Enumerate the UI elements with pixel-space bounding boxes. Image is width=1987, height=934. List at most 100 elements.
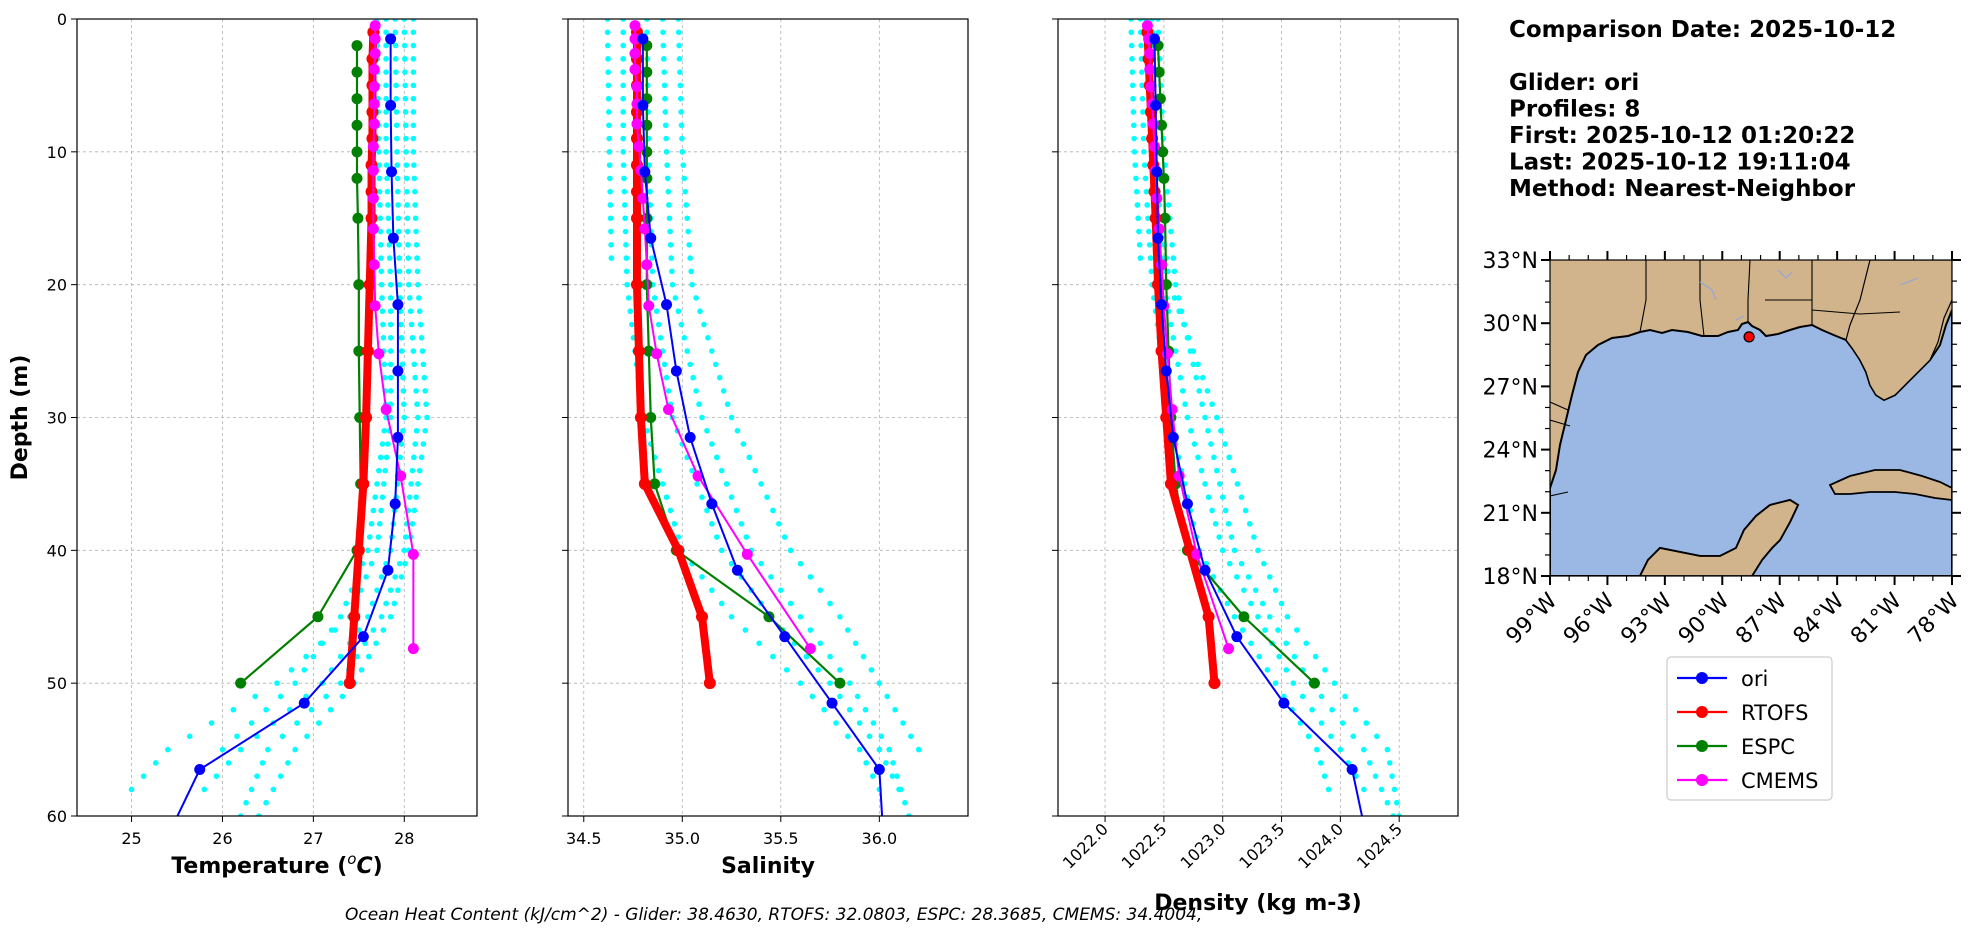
glider-profile-dot: [776, 520, 782, 527]
glider-profile-dot: [397, 454, 403, 461]
glider-profile-dot: [1309, 706, 1315, 713]
series-point-rtofs: [632, 345, 645, 358]
series-point-espc: [353, 279, 365, 291]
series-point-cmems: [629, 48, 641, 60]
glider-profile-dot: [304, 733, 310, 740]
glider-profile-dot: [886, 746, 892, 753]
glider-profile-dot: [274, 680, 280, 686]
glider-profile-dot: [667, 507, 674, 514]
glider-profile-dot: [377, 202, 383, 208]
glider-profile-dot: [402, 69, 408, 75]
glider-profile-dot: [392, 56, 399, 62]
glider-profile-dot: [1264, 667, 1271, 673]
glider-profile-dot: [1140, 122, 1146, 129]
glider-profile-dot: [1129, 82, 1136, 89]
glider-profile-dot: [1175, 361, 1181, 368]
glider-profile-dot: [657, 335, 664, 341]
glider-profile-dot: [219, 746, 226, 753]
glider-profile-dot: [743, 534, 750, 540]
glider-profile-dot: [1212, 520, 1219, 527]
series-line-ori: [641, 38, 884, 816]
glider-profile-dot: [380, 335, 387, 341]
series-point-cmems: [395, 470, 407, 482]
glider-profile-dot: [422, 388, 428, 394]
glider-profile-dot: [1350, 733, 1357, 740]
glider-profile-dot: [288, 667, 295, 673]
glider-profile-dot: [339, 693, 346, 700]
glider-profile-dot: [379, 441, 386, 447]
glider-profile-dot: [649, 268, 656, 275]
glider-profile-dot: [372, 494, 378, 501]
glider-profile-dot: [383, 122, 389, 129]
info-line: Comparison Date: 2025-10-12: [1509, 17, 1896, 43]
glider-profile-dot: [1272, 587, 1279, 593]
glider-profile-dot: [667, 228, 673, 235]
series-point-ori: [1231, 631, 1243, 643]
glider-profile-dot: [410, 122, 417, 129]
glider-profile-dot: [401, 42, 408, 49]
glider-profile-dot: [385, 441, 391, 447]
glider-profile-dot: [1170, 335, 1177, 341]
glider-profile-dot: [1133, 175, 1139, 182]
glider-profile-dot: [1241, 587, 1247, 593]
glider-profile-dot: [416, 308, 423, 315]
glider-profile-dot: [661, 361, 668, 368]
glider-profile-dot: [379, 494, 386, 501]
glider-profile-dot: [856, 720, 863, 726]
series-point-cmems: [367, 141, 379, 153]
glider-profile-dot: [661, 69, 667, 75]
glider-profile-dot: [410, 69, 417, 75]
series-point-rtofs: [357, 477, 370, 490]
glider-profile-dot: [411, 454, 417, 461]
info-line: First: 2025-10-12 01:20:22: [1509, 123, 1855, 149]
glider-profile-dot: [237, 746, 244, 753]
glider-profile-dot: [394, 175, 401, 182]
glider-profile-dot: [376, 175, 383, 182]
x-tick-label: 28: [394, 829, 414, 848]
legend-marker-cmems: [1696, 774, 1708, 786]
glider-profile-dot: [1130, 122, 1137, 129]
series-point-cmems: [369, 300, 381, 312]
glider-profile-dot: [621, 202, 628, 208]
x-tick-label: 1023.5: [1235, 819, 1288, 872]
glider-profile-dot: [699, 574, 705, 580]
glider-profile-dot: [392, 42, 399, 49]
glider-profile-dot: [803, 653, 810, 660]
glider-profile-dot: [701, 321, 707, 328]
glider-profile-dot: [366, 653, 372, 660]
series-point-rtofs: [343, 677, 356, 690]
map-x-tick-label: 81°W: [1846, 588, 1907, 649]
glider-profile-dot: [1176, 308, 1182, 315]
glider-profile-dot: [401, 19, 408, 22]
glider-profile-dot: [401, 401, 407, 408]
glider-profile-dot: [606, 122, 612, 129]
series-point-ori: [386, 166, 398, 178]
glider-profile-dot: [1251, 534, 1257, 540]
glider-profile-dot: [1224, 600, 1231, 607]
glider-profile-dot: [259, 760, 266, 766]
glider-profile-dot: [410, 135, 417, 142]
series-point-rtofs: [1208, 677, 1221, 690]
glider-profile-dot: [363, 574, 369, 580]
glider-profile-dot: [1139, 82, 1145, 89]
series-point-cmems: [367, 223, 379, 235]
glider-profile-dot: [902, 799, 908, 806]
glider-profile-dot: [394, 162, 401, 168]
glider-profile-dot: [403, 162, 410, 168]
map-y-tick-label: 27°N: [1483, 375, 1538, 400]
glider-profile-dot: [292, 680, 298, 686]
glider-profile-dot: [383, 454, 390, 461]
glider-profile-dot: [319, 640, 326, 647]
glider-profile-dot: [413, 494, 419, 501]
glider-profile-dot: [1299, 693, 1306, 700]
series-point-cmems: [631, 81, 643, 93]
glider-profile-dot: [404, 188, 410, 195]
glider-profile-dot: [412, 441, 418, 447]
glider-profile-dot: [1248, 640, 1254, 647]
glider-profile-dot: [1317, 760, 1324, 766]
legend-marker-espc: [1696, 740, 1708, 752]
glider-profile-dot: [1209, 401, 1215, 408]
glider-profile-dot: [845, 733, 851, 740]
border-line: [1699, 260, 1705, 337]
